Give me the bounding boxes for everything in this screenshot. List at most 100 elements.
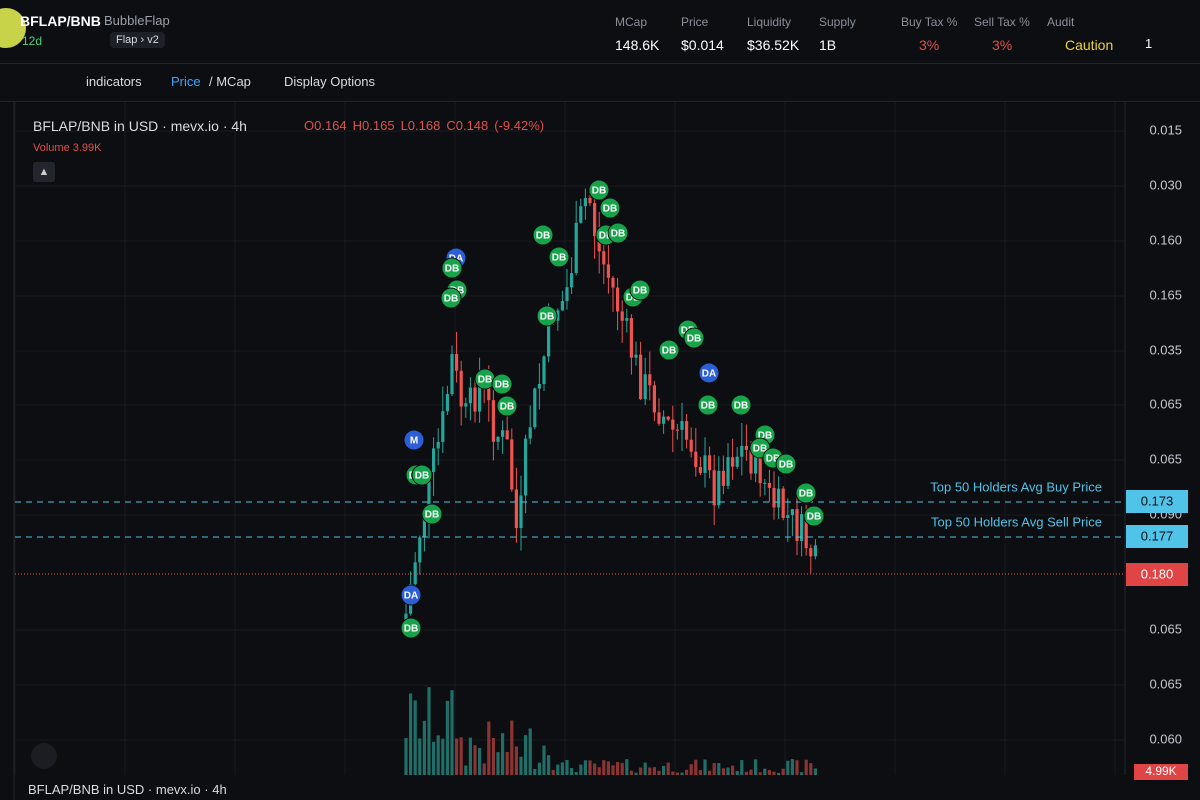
candle-body xyxy=(570,273,574,288)
y-tick-label: 0.060 xyxy=(1149,731,1182,746)
volume-bar xyxy=(772,771,776,775)
volume-bar xyxy=(409,693,413,775)
volume-bar xyxy=(754,759,758,775)
candle-body xyxy=(459,370,463,407)
volume-bar xyxy=(422,720,426,775)
stat-value: 148.6K xyxy=(615,37,660,53)
candle-body xyxy=(772,487,776,508)
candle-body xyxy=(445,394,449,412)
volume-bar xyxy=(657,770,661,775)
candle-body xyxy=(639,354,643,400)
trade-marker-label: DB xyxy=(603,204,617,215)
trade-marker-label: DB xyxy=(445,264,459,275)
volume-bar xyxy=(537,762,541,775)
price-tag xyxy=(1126,525,1188,548)
trade-marker xyxy=(629,279,651,301)
trade-marker-label: DB xyxy=(701,401,715,412)
trade-marker xyxy=(403,429,425,451)
volume-bar xyxy=(721,768,725,775)
candle-body xyxy=(510,439,514,490)
volume-bar xyxy=(593,763,597,775)
age: 12d xyxy=(22,34,43,48)
volume-bar xyxy=(468,737,472,775)
stat-label: Buy Tax % xyxy=(901,15,958,29)
indicators-button[interactable]: indicators xyxy=(86,74,142,89)
volume-bar xyxy=(491,737,495,775)
volume-bar xyxy=(790,759,794,775)
volume-bar xyxy=(712,763,716,775)
trade-marker-label: DB xyxy=(425,510,439,521)
volume-bar xyxy=(478,748,482,775)
candle-body xyxy=(602,251,606,265)
volume-bar xyxy=(533,768,537,775)
volume-bar xyxy=(694,759,698,775)
trade-marker-label: DB xyxy=(404,624,418,635)
price-toggle[interactable]: Price xyxy=(171,74,201,89)
ohlc-value: (-9.42%) xyxy=(494,118,545,133)
pair[interactable]: BFLAP/BNB xyxy=(20,13,101,29)
candle-body xyxy=(800,514,804,541)
volume-bar xyxy=(744,771,748,775)
trade-marker xyxy=(588,179,610,201)
price-tag-label: 0.173 xyxy=(1141,493,1174,508)
candle-body xyxy=(809,548,813,557)
trade-marker xyxy=(803,505,825,527)
volume-bar xyxy=(804,759,808,775)
trade-marker-label: DA xyxy=(404,591,418,602)
volume-bar xyxy=(570,767,574,775)
volume-bar xyxy=(551,769,555,775)
candle-body xyxy=(786,515,790,518)
y-tick-label: 0.160 xyxy=(1149,232,1182,247)
ohlc: O0.164 H0.165 L0.168 C0.148 (-9.42%) xyxy=(304,118,550,133)
price-line-label: Top 50 Holders Avg Sell Price xyxy=(931,514,1102,529)
volume-bar xyxy=(800,772,804,775)
mcap-toggle[interactable]: / MCap xyxy=(209,74,251,89)
volume-bar xyxy=(542,745,546,775)
volume-bar xyxy=(652,767,656,775)
candle-body xyxy=(795,509,799,541)
volume-bar xyxy=(413,700,417,775)
candle-body xyxy=(648,374,652,386)
candle-body xyxy=(404,613,408,620)
candle-body xyxy=(496,436,500,442)
trade-marker xyxy=(658,339,680,361)
candle-body xyxy=(524,438,528,496)
candle-body xyxy=(560,301,564,311)
volume-bar xyxy=(565,759,569,775)
price-tag-label: 0.177 xyxy=(1141,528,1174,543)
candle-body xyxy=(675,429,679,431)
holders-count[interactable]: 1 xyxy=(1145,36,1153,51)
display-options[interactable]: Display Options xyxy=(284,74,376,89)
volume-bar xyxy=(717,763,721,775)
volume-bar xyxy=(524,735,528,775)
candle-body xyxy=(721,470,725,486)
candle-body xyxy=(519,495,523,529)
tv-logo xyxy=(31,743,57,769)
candle-body xyxy=(726,457,730,486)
stat-label: Supply xyxy=(819,15,856,29)
trade-marker-label: DB xyxy=(552,253,566,264)
volume-bar xyxy=(639,767,643,775)
candle-body xyxy=(657,412,661,424)
candle-body xyxy=(731,457,735,467)
volume-label: Volume 3.99K xyxy=(33,142,102,154)
volume-bar xyxy=(441,738,445,775)
volume-bar xyxy=(418,738,422,775)
trade-marker xyxy=(400,584,422,606)
volume-tag-label: 4.99K xyxy=(1145,764,1176,778)
trade-marker-label: DB xyxy=(766,454,780,465)
y-tick-label: 0.065 xyxy=(1149,396,1182,411)
candle-body xyxy=(620,311,624,321)
volume-bar xyxy=(505,752,509,775)
volume-bar xyxy=(432,741,436,775)
trade-marker-label: DB xyxy=(633,286,647,297)
stat-label: Sell Tax % xyxy=(974,15,1030,29)
ohlc-value: H0.165 xyxy=(352,118,395,133)
volume-bar xyxy=(574,772,578,775)
volume-bar xyxy=(616,762,620,775)
candle-body xyxy=(758,446,762,484)
chain-tag[interactable]: Flap › v2 xyxy=(110,32,165,48)
collapse-button[interactable]: ▲ xyxy=(33,162,55,182)
candle-body xyxy=(698,467,702,473)
